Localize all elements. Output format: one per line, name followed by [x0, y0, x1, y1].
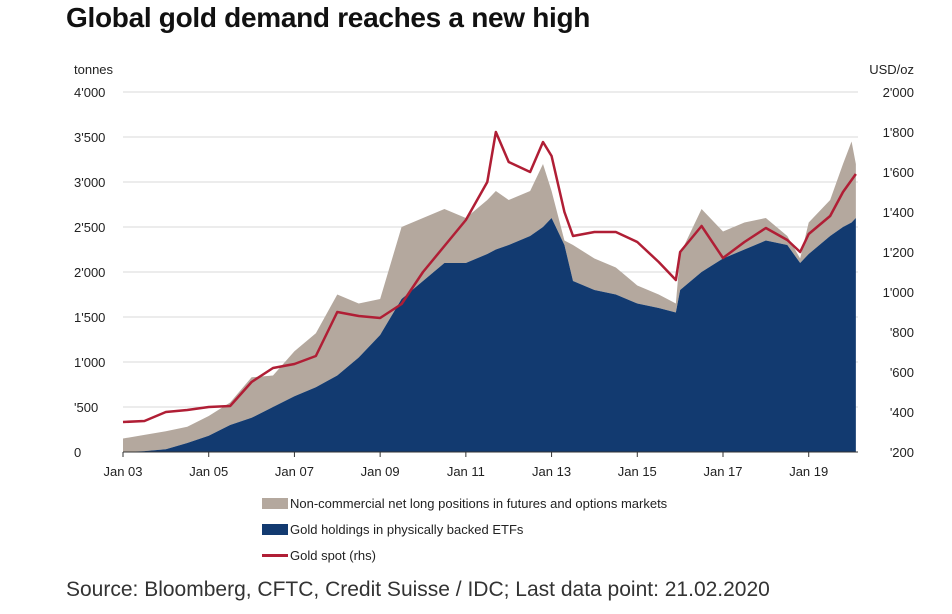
- chart-title: Global gold demand reaches a new high: [66, 2, 591, 33]
- left-tick-label-0: 0: [74, 445, 81, 460]
- legend-swatch-etf: [262, 523, 288, 535]
- right-tick-label-0: '200: [890, 445, 914, 460]
- x-tick-label-0: Jan 03: [103, 464, 142, 479]
- right-tick-label-9: 2'000: [883, 85, 914, 100]
- left-tick-label-3: 1'500: [74, 310, 105, 325]
- legend-label-futures: Non-commercial net long positions in fut…: [290, 495, 668, 511]
- right-tick-label-4: 1'000: [883, 285, 914, 300]
- x-tick-label-2: Jan 07: [275, 464, 314, 479]
- left-axis-label: tonnes: [74, 62, 114, 77]
- right-tick-label-1: '400: [890, 405, 914, 420]
- left-tick-label-2: 1'000: [74, 355, 105, 370]
- x-tick-label-3: Jan 09: [361, 464, 400, 479]
- legend-swatch-gold: [262, 553, 288, 557]
- futures-series-area: [123, 141, 856, 452]
- right-tick-label-7: 1'600: [883, 165, 914, 180]
- left-tick-label-6: 3'000: [74, 175, 105, 190]
- x-tick-label-4: Jan 11: [447, 464, 485, 479]
- right-axis-label: USD/oz: [869, 62, 914, 77]
- futures-area: [123, 141, 856, 452]
- legend-label-etf: Gold holdings in physically backed ETFs: [290, 521, 524, 537]
- gold-spot-line: [122, 130, 857, 424]
- legend: Non-commercial net long positions in fut…: [262, 490, 667, 568]
- right-tick-label-8: 1'800: [883, 125, 914, 140]
- right-tick-label-5: 1'200: [883, 245, 914, 260]
- left-tick-label-7: 3'500: [74, 130, 105, 145]
- right-tick-label-2: '600: [890, 365, 914, 380]
- x-tick-label-7: Jan 17: [703, 464, 742, 479]
- gold-line: [122, 130, 857, 424]
- legend-item-gold: Gold spot (rhs): [262, 542, 667, 568]
- left-tick-label-8: 4'000: [74, 85, 105, 100]
- left-tick-label-4: 2'000: [74, 265, 105, 280]
- etf-series-area: [123, 218, 856, 452]
- right-axis: '200 '400 '600 '800 1'000 1'200 1'400 1'600 1'80…: [883, 85, 914, 460]
- legend-label-gold: Gold spot (rhs): [290, 547, 376, 563]
- x-tick-label-8: Jan 19: [789, 464, 828, 479]
- right-tick-label-6: 1'400: [883, 205, 914, 220]
- legend-swatch-futures: [262, 497, 288, 509]
- legend-item-etf: Gold holdings in physically backed ETFs: [262, 516, 667, 542]
- x-tick-label-5: Jan 13: [532, 464, 571, 479]
- x-tick-label-1: Jan 05: [189, 464, 228, 479]
- source-note: Source: Bloomberg, CFTC, Credit Suisse /…: [66, 578, 770, 601]
- right-tick-label-3: '800: [890, 325, 914, 340]
- x-tick-label-6: Jan 15: [618, 464, 657, 479]
- x-axis: Jan 03 Jan 05 Jan 07 Jan 09 Jan 11 Jan 13 Jan …: [103, 451, 858, 479]
- left-tick-label-1: '500: [74, 400, 98, 415]
- chart-area: Jan 03 Jan 05 Jan 07 Jan 09 Jan 11 Jan 13 Jan …: [74, 62, 914, 479]
- etf-area: [123, 218, 856, 452]
- left-axis: 0 '500 1'000 1'500 2'000 2'500 3'000 3'500 4'000: [74, 85, 105, 460]
- legend-item-futures: Non-commercial net long positions in fut…: [262, 490, 667, 516]
- left-tick-label-5: 2'500: [74, 220, 105, 235]
